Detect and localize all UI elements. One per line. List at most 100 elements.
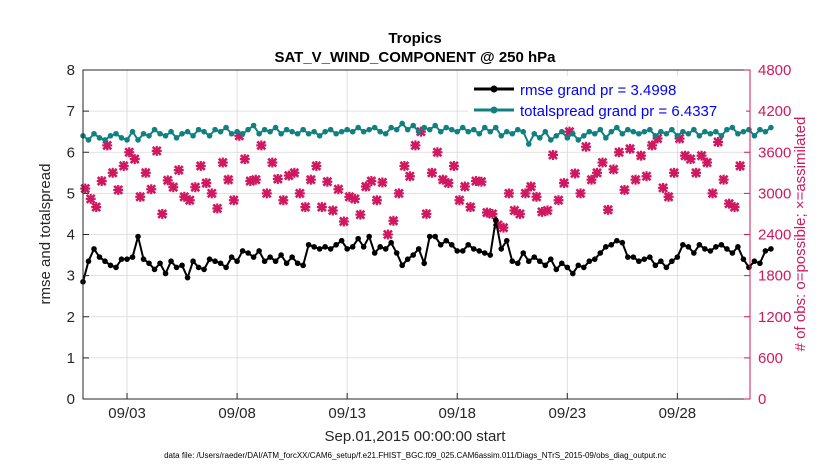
x-axis-ticks: 09/03 09/08 09/13 09/18 09/23 09/28 (108, 393, 696, 422)
totalspread-point (151, 126, 158, 133)
obs-assimilated-point (669, 167, 680, 178)
rmse-point (581, 264, 587, 271)
totalspread-point (91, 130, 97, 137)
totalspread-point (696, 133, 703, 139)
obs-assimilated-point (702, 157, 713, 168)
rmse-point (294, 260, 301, 267)
totalspread-point (371, 124, 378, 131)
rmse-point (421, 260, 428, 267)
obs-assimilated-point (333, 184, 344, 195)
obs-assimilated-point (630, 174, 641, 185)
totalspread-point (377, 128, 383, 135)
totalspread-point (509, 130, 516, 137)
obs-assimilated-point (151, 145, 162, 156)
rmse-point (322, 244, 328, 250)
obs-assimilated-point (349, 193, 360, 204)
obs-assimilated-point (735, 160, 746, 171)
totalspread-point (520, 128, 527, 135)
obs-assimilated-point (514, 208, 525, 219)
rmse-point (256, 248, 262, 254)
rmse-point (102, 258, 108, 265)
totalspread-point (454, 128, 461, 135)
rmse-point (305, 241, 312, 248)
totalspread-point (476, 130, 483, 137)
totalspread-point (245, 126, 251, 133)
totalspread-point (536, 135, 543, 141)
obs-assimilated-point (421, 208, 432, 219)
rmse-point (465, 241, 472, 248)
totalspread-point (685, 130, 692, 137)
totalspread-point (388, 124, 394, 131)
obs-assimilated-point (371, 195, 382, 206)
rmse-point (636, 258, 642, 265)
totalspread-point (641, 128, 648, 135)
chart-title: Tropics (388, 30, 441, 47)
rmse-point (614, 237, 620, 244)
obs-assimilated-point (289, 167, 300, 178)
obs-assimilated-point (498, 222, 509, 233)
y-left-tick-label: 2 (67, 309, 75, 326)
totalspread-point (487, 128, 494, 135)
obs-assimilated-point (608, 164, 619, 175)
rmse-point (360, 244, 367, 250)
rmse-point (603, 244, 609, 250)
totalspread-point (514, 126, 521, 133)
totalspread-point (503, 128, 510, 135)
rmse-point (575, 262, 582, 269)
obs-assimilated-point (223, 174, 234, 185)
totalspread-point (228, 130, 235, 137)
legend-totalspread-label: totalspread grand pr = 6.4337 (520, 103, 717, 120)
obs-assimilated-point (597, 157, 608, 168)
rmse-point (503, 237, 510, 244)
rmse-point (316, 246, 323, 252)
rmse-point (608, 241, 615, 248)
obs-assimilated-point (168, 182, 179, 193)
rmse-point (520, 250, 527, 256)
totalspread-point (658, 128, 664, 135)
totalspread-point (272, 124, 279, 131)
obs-assimilated-point (663, 191, 674, 202)
obs-assimilated-point (195, 160, 206, 171)
obs-assimilated-point (250, 174, 261, 185)
totalspread-point (724, 126, 730, 133)
rmse-point (107, 262, 114, 269)
rmse-point (514, 260, 521, 267)
obs-assimilated-point (503, 188, 514, 199)
rmse-point (283, 260, 290, 267)
totalspread-point (553, 133, 560, 139)
totalspread-point (322, 128, 328, 135)
totalspread-point (443, 124, 450, 131)
obs-assimilated-point (614, 147, 625, 158)
totalspread-point (278, 130, 284, 137)
y-right-tick-label: 1200 (758, 309, 791, 326)
obs-assimilated-point (426, 167, 437, 178)
totalspread-point (421, 124, 428, 131)
obs-assimilated-point (322, 176, 333, 187)
totalspread-point (267, 128, 273, 135)
y-left-tick-label: 1 (67, 350, 75, 367)
obs-assimilated-point (575, 188, 586, 199)
obs-assimilated-point (432, 147, 443, 158)
y-right-tick-label: 1800 (758, 268, 791, 285)
rmse-point (129, 254, 136, 260)
obs-assimilated-point (691, 167, 702, 178)
rmse-point (652, 262, 659, 269)
legend-box (468, 76, 746, 120)
rmse-point (619, 239, 626, 246)
totalspread-point (663, 130, 670, 137)
totalspread-point (674, 133, 681, 139)
rmse-point (212, 258, 218, 265)
rmse-point (729, 250, 736, 256)
obs-assimilated-point (410, 140, 421, 151)
totalspread-point (261, 126, 268, 133)
rmse-point (454, 248, 461, 254)
totalspread-point (338, 128, 345, 135)
obs-assimilated-point (146, 184, 157, 195)
rmse-point (702, 246, 708, 252)
rmse-point (597, 250, 604, 256)
y-left-tick-label: 4 (67, 227, 75, 244)
rmse-point (162, 270, 169, 277)
obs-assimilated-point (327, 205, 338, 216)
totalspread-point (702, 128, 708, 135)
rmse-point (344, 246, 350, 252)
